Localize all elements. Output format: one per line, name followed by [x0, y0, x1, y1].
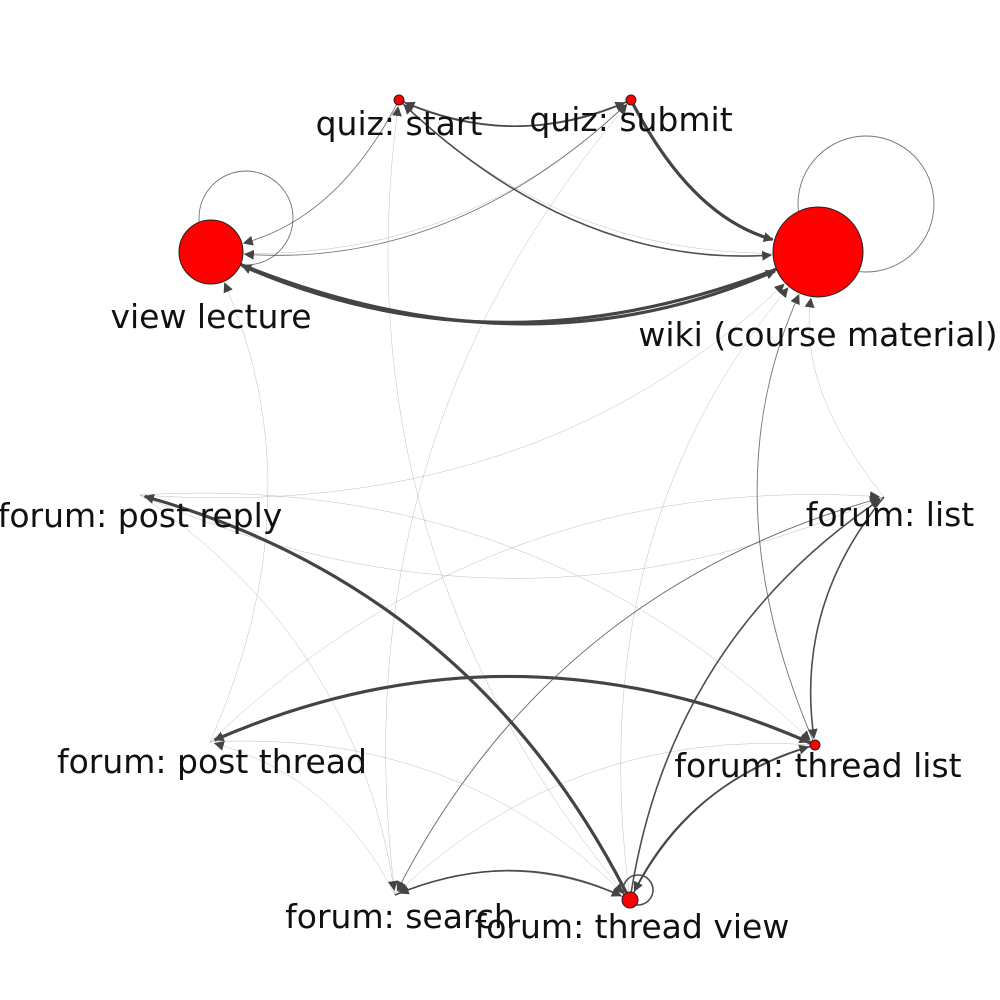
edge-forum-search-to-forum-post-thread: [213, 741, 396, 896]
edge-quiz-submit-to-quiz-start: [404, 99, 632, 128]
node-quiz-submit[interactable]: [625, 94, 637, 106]
nodes: [178, 94, 864, 909]
label-wiki: wiki (course material): [638, 315, 997, 354]
edge-wiki-to-view-lecture: [241, 250, 819, 324]
edge-forum-thread-list-to-forum-search: [397, 743, 816, 893]
edge-forum-search-to-forum-list: [394, 495, 881, 896]
edge-forum-thread-view-to-forum-thread-list: [629, 744, 810, 901]
node-view-lecture[interactable]: [178, 219, 244, 285]
label-forum-thread-list: forum: thread list: [674, 746, 961, 785]
edge-forum-post-thread-to-forum-list: [209, 491, 881, 743]
edge-quiz-start-to-view-lecture: [242, 99, 400, 246]
label-forum-list: forum: list: [806, 495, 975, 534]
self-loop-wiki: [797, 135, 935, 273]
edge-forum-search-to-quiz-submit: [385, 104, 628, 896]
edge-quiz-submit-to-wiki: [629, 99, 774, 242]
edge-forum-post-reply-to-forum-thread-list: [139, 492, 811, 741]
edge-forum-post-thread-to-forum-thread-list: [209, 675, 810, 744]
label-view-lecture: view lecture: [110, 297, 311, 336]
edge-forum-thread-view-to-quiz-start: [387, 105, 631, 901]
label-quiz-start: quiz: start: [316, 104, 483, 143]
edge-forum-list-to-forum-search: [396, 496, 885, 892]
node-forum-thread-view[interactable]: [621, 891, 639, 909]
edge-forum-thread-view-to-forum-post-reply: [143, 494, 632, 901]
edge-forum-post-thread-to-forum-thread-view: [209, 740, 624, 894]
edge-wiki-to-quiz-start: [403, 104, 819, 254]
edges: [139, 99, 885, 901]
edge-forum-list-to-wiki: [804, 297, 885, 498]
edge-forum-thread-list-to-wiki: [756, 293, 816, 746]
edge-forum-post-reply-to-forum-search: [139, 494, 398, 892]
node-labels: view lecture wiki (course material) quiz: …: [0, 100, 998, 946]
label-forum-search: forum: search: [285, 897, 515, 936]
edge-forum-post-reply-to-forum-list: [139, 494, 881, 579]
edge-forum-thread-list-to-forum-post-thread: [213, 674, 816, 747]
edge-forum-post-thread-to-view-lecture: [209, 282, 269, 743]
edge-forum-post-reply-to-wiki: [139, 283, 785, 499]
edge-forum-thread-view-to-wiki: [620, 287, 789, 901]
label-forum-thread-view: forum: thread view: [475, 907, 790, 946]
node-quiz-start[interactable]: [393, 94, 405, 106]
edge-forum-thread-view-to-forum-list: [629, 499, 881, 901]
edge-quiz-submit-to-view-lecture: [243, 99, 632, 260]
label-quiz-submit: quiz: submit: [529, 100, 732, 139]
edge-forum-thread-view-to-forum-search: [398, 870, 631, 901]
edge-forum-list-to-forum-thread-list: [807, 496, 885, 740]
node-wiki[interactable]: [772, 206, 864, 298]
edge-view-lecture-to-wiki: [210, 250, 776, 326]
label-forum-post-reply: forum: post reply: [0, 496, 282, 535]
label-forum-post-thread: forum: post thread: [57, 742, 367, 781]
node-forum-thread-list[interactable]: [809, 739, 821, 751]
edge-view-lecture-to-quiz-submit: [210, 104, 627, 254]
edge-quiz-start-to-wiki: [398, 99, 773, 261]
